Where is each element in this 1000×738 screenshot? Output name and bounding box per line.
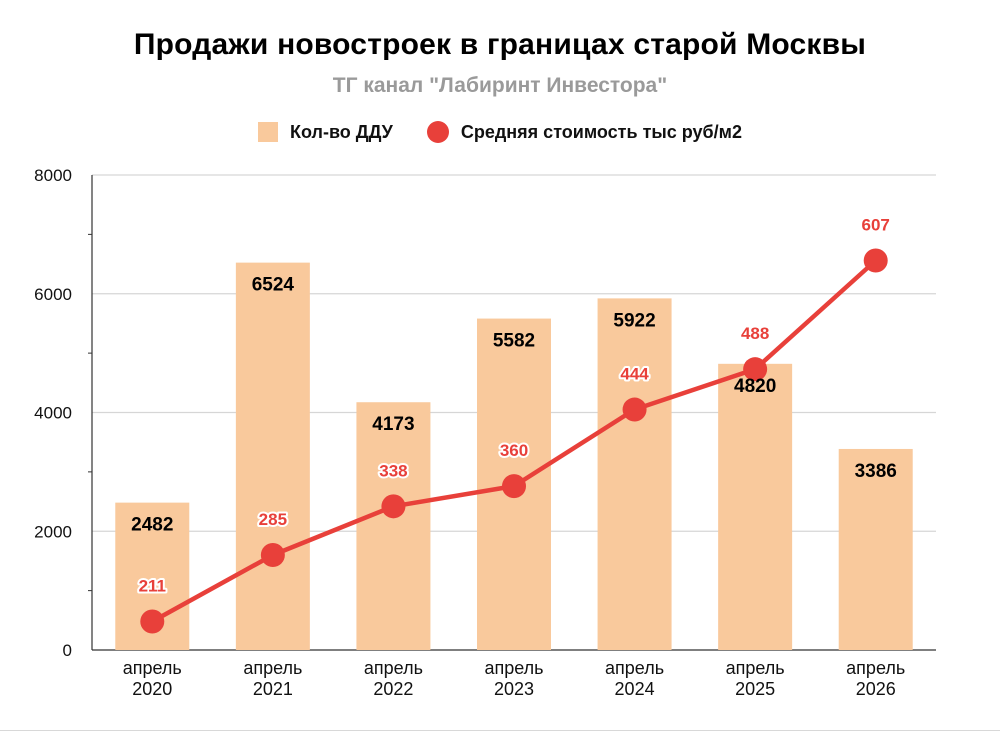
line-value-label: 211 <box>139 577 166 596</box>
bar <box>597 298 672 650</box>
x-tick-label-year: 2023 <box>494 679 534 699</box>
x-tick-label-year: 2021 <box>253 679 293 699</box>
line-value-label: 338 <box>379 461 407 480</box>
y-tick-label: 4000 <box>34 404 72 423</box>
bar <box>838 448 913 650</box>
bar <box>235 262 310 650</box>
legend-label-line: Средняя стоимость тыс руб/м2 <box>460 121 742 142</box>
line-point <box>502 474 526 499</box>
line-value-label: 285 <box>259 510 287 529</box>
bar-value-label: 3386 <box>855 461 897 482</box>
line-value-label: 607 <box>862 216 890 235</box>
legend-item-line: Средняя стоимость тыс руб/м2 <box>426 121 742 143</box>
line-value-label: 360 <box>500 441 528 460</box>
line-value-label: 488 <box>741 324 769 343</box>
bar-value-label: 4173 <box>372 414 414 435</box>
chart-legend: Кол-во ДДУ Средняя стоимость тыс руб/м2 <box>0 118 1000 146</box>
x-tick-label-month: апрель <box>123 658 182 678</box>
legend-label-bars: Кол-во ДДУ <box>290 121 393 142</box>
line-point <box>863 248 888 273</box>
x-tick-label-year: 2026 <box>856 679 896 699</box>
bar <box>356 402 431 650</box>
x-tick-label-month: апрель <box>364 658 423 678</box>
y-tick-label: 0 <box>63 641 72 660</box>
bar <box>718 363 793 650</box>
bar-value-label: 5922 <box>613 310 655 331</box>
x-tick-label-year: 2025 <box>735 679 775 699</box>
bottom-divider <box>0 730 1000 731</box>
x-tick-label-year: 2020 <box>132 679 172 699</box>
y-tick-label: 2000 <box>34 522 72 541</box>
line-point <box>140 609 165 634</box>
bar-value-label: 2482 <box>131 515 173 536</box>
line-point <box>743 357 768 382</box>
chart-subtitle: ТГ канал "Лабиринт Инвестора" <box>332 74 668 97</box>
line-value-label: 444 <box>620 365 649 384</box>
y-tick-label: 6000 <box>34 285 72 304</box>
line-point <box>381 494 406 519</box>
bar-value-label: 5582 <box>493 331 535 352</box>
x-tick-label-month: апрель <box>846 658 905 678</box>
legend-swatch-line <box>426 121 449 143</box>
line-point <box>260 543 285 567</box>
bar-value-label: 4820 <box>734 376 776 397</box>
chart-title: Продажи новостроек в границах старой Мос… <box>133 28 867 61</box>
x-tick-label-year: 2022 <box>373 679 413 699</box>
line-point <box>622 397 647 422</box>
x-tick-label-month: апрель <box>726 658 785 678</box>
x-tick-label-month: апрель <box>605 658 664 678</box>
x-tick-label-month: апрель <box>243 658 302 678</box>
bar-value-label: 6524 <box>252 275 295 296</box>
x-tick-label-month: апрель <box>484 658 543 678</box>
legend-item-bars: Кол-во ДДУ <box>258 122 393 143</box>
y-tick-label: 8000 <box>34 166 72 185</box>
x-tick-label-year: 2024 <box>615 679 655 699</box>
legend-swatch-bars <box>258 122 279 142</box>
